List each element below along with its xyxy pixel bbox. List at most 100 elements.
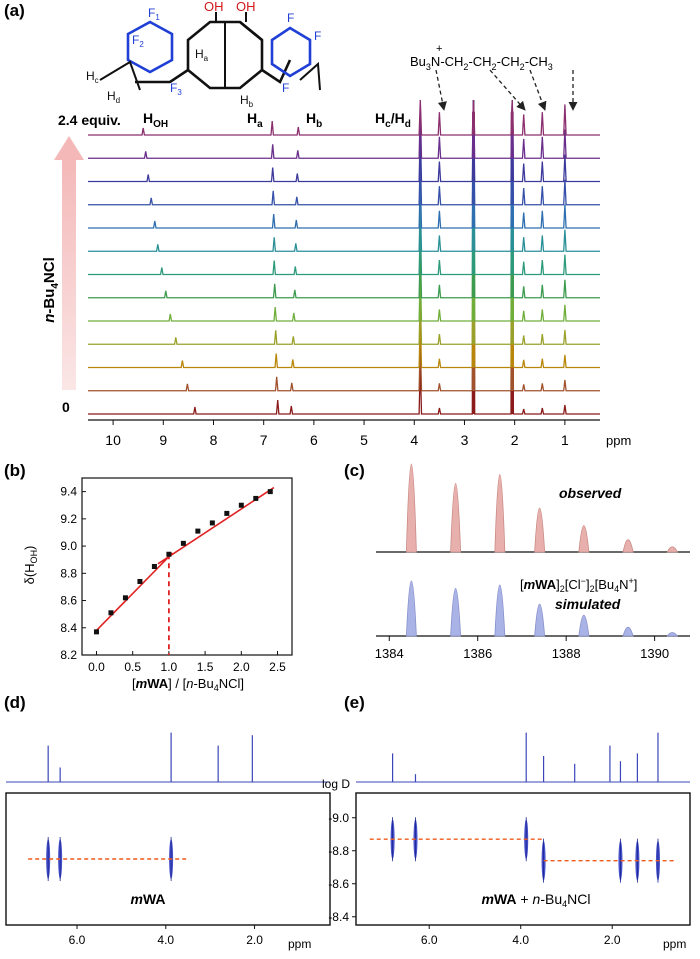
axis-a-tick-label: 9 [159,432,167,448]
data-point [253,495,259,501]
axis-a-tick-label: 6 [310,432,318,448]
plot-b-ytick-label: 8.4 [60,621,77,635]
svg-text:Ha: Ha [195,47,209,63]
dosy-xtick-label: 2.0 [246,933,263,947]
svg-text:HOH: HOH [143,110,168,130]
observed-peak [450,482,462,553]
peak-labels: HOH Ha Hb Hc/Hd [143,110,411,130]
svg-text:F1: F1 [148,6,160,22]
plot-b-ytick-label: 8.2 [60,648,77,662]
spectrum-trace-5 [88,99,600,299]
data-point [93,629,99,635]
spectrum-trace-2 [88,99,600,369]
data-point [209,520,215,526]
binding-plot: 0.0 0.5 1.0 1.5 2.0 2.5 8.2 8.4 8.6 8.8 9.0 9.2 9.4 [60,477,293,674]
simulated-peak [578,614,590,637]
spectrum-trace-0 [88,113,600,415]
panel-e: (e) 6.0 4.0 2.0 -9.0 -8.8 -8.6 -8.4 mWA + n-Bu… [322,693,691,951]
spectrum-trace-11 [88,99,600,159]
svg-text:OH: OH [204,0,224,14]
axis-a-tick-label: 4 [410,432,418,448]
dosy-ytick-label: -8.4 [328,910,349,924]
plot-b-xtick-label: 2.5 [269,660,286,674]
axis-a-tick-label: 2 [511,432,519,448]
observed-peak [494,474,506,553]
axis-d-unit: ppm [288,937,311,951]
svg-text:Hc/Hd: Hc/Hd [375,110,411,130]
plot-b-xtick-label: 1.0 [161,660,178,674]
panel-label-e: (e) [344,693,365,712]
svg-text:Hc: Hc [86,69,99,85]
observed-peak [405,463,417,553]
panel-label-b: (b) [4,461,26,480]
data-point [166,551,172,557]
plot-b-ytick-label: 8.8 [60,566,77,580]
panel-label-d: (d) [4,693,26,712]
svg-text:Hd: Hd [107,89,120,105]
axis-a-unit: ppm [606,433,631,448]
sample-label-d: mWA [130,891,165,907]
simulated-peak [666,632,679,637]
plot-b-ytick-label: 9.2 [60,512,77,526]
svg-text:F: F [314,29,321,43]
plot-b-xtick-label: 0.0 [88,660,105,674]
dosy-xtick-label: 6.0 [421,933,438,947]
simulated-peak [405,580,417,637]
axis-a-tick-label: 3 [461,432,469,448]
simulated-peak [494,584,506,637]
nmr-x-axis: 10 9 8 7 6 5 4 3 2 1 [88,419,600,448]
molecule-structure [99,12,321,91]
svg-text:Hb: Hb [306,110,322,130]
plot-b-ytick-label: 8.6 [60,594,77,608]
dosy-frame [5,792,331,926]
dosy-ytick-label: -8.6 [328,877,349,891]
svg-text:F3: F3 [170,81,182,97]
dosy-xtick-label: 4.0 [157,933,174,947]
axis-a-tick-label: 10 [105,432,121,448]
plot-b-ytick-label: 9.0 [60,539,77,553]
panel-a: (a) OH OH F1 F2 F3 Ha [4,0,631,448]
plot-b-xtick-label: 1.5 [197,660,214,674]
axis-a-tick-label: 7 [260,432,268,448]
simulated-peak [534,603,546,637]
cation-formula: Bu3N-CH2-CH2-CH2-CH3 + [410,43,578,111]
spectrum-trace-12 [88,99,600,136]
ms-xtick-label: 1386 [463,646,492,661]
plot-b-ytick-label: 9.4 [60,485,77,499]
nmr-stacked-spectra [88,99,600,415]
bottom-equiv-label: 0 [62,399,70,415]
simulated-label: simulated [555,596,621,612]
svg-text:+: + [436,43,442,55]
dosy-ytick-label: -9.0 [328,811,349,825]
svg-text:Ha: Ha [247,110,263,130]
plot-b-xlabel: [mWA] / [n-Bu4NCl] [132,676,244,693]
svg-text:OH: OH [236,0,256,14]
axis-a-tick-label: 5 [360,432,368,448]
observed-peak [534,507,546,553]
data-point [195,528,201,534]
plot-b-xtick-label: 0.5 [124,660,141,674]
ms-xtick-label: 1388 [552,646,581,661]
data-point [108,610,114,616]
data-point [180,540,186,546]
logd-axis-label: log D [322,777,350,791]
dosy-xtick-label: 2.0 [604,933,621,947]
svg-text:Bu3N-CH2-CH2-CH2-CH3: Bu3N-CH2-CH2-CH2-CH3 [410,54,553,72]
observed-peak [578,525,590,553]
ms-xtick-label: 1390 [640,646,669,661]
observed-peak [622,539,634,553]
fit-line-1 [95,552,174,632]
plot-b-xtick-label: 2.0 [233,660,250,674]
panel-c: (c) 1384 1386 1388 1390 observed [mWA]2[Cl−… [344,461,690,661]
data-point [238,502,244,508]
svg-text:F: F [287,11,294,25]
simulated-peak [622,626,634,637]
spectrum-trace-7 [88,99,600,252]
simulated-peak [450,588,462,637]
data-point [137,578,143,584]
titrant-axis-label: n-Bu4NCl [41,257,61,323]
observed-peak [666,546,678,553]
data-point [267,489,273,495]
spectrum-trace-10 [88,99,600,183]
